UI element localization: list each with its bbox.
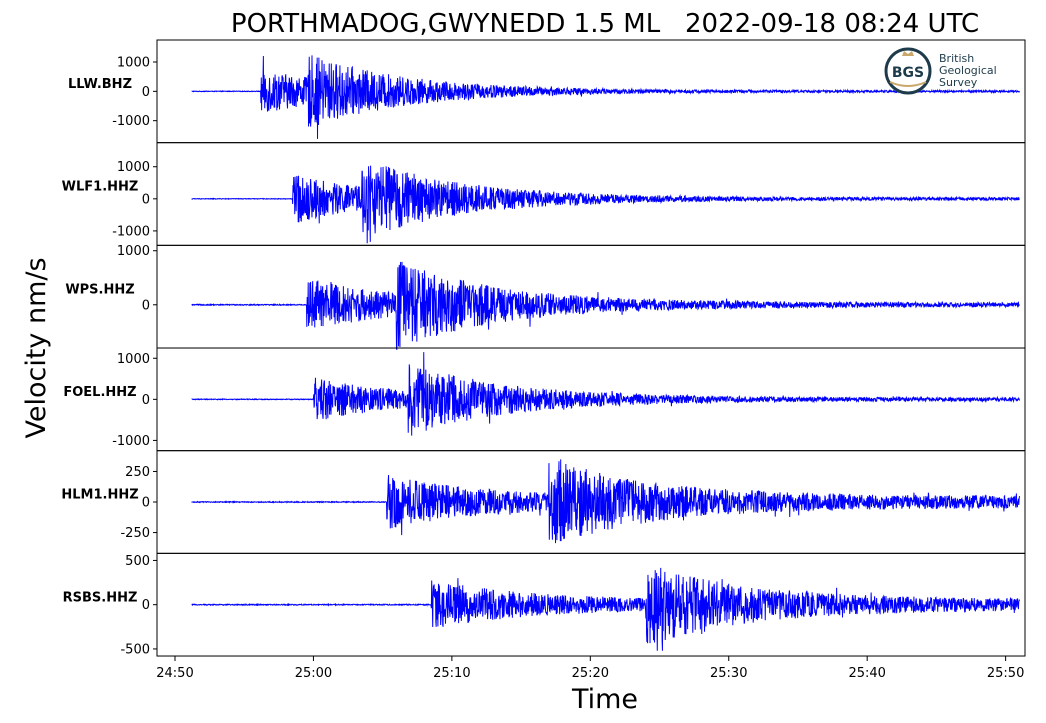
x-axis: 24:50 25:00 25:10 25:20 25:30 25:40 25:50 [156,656,1024,681]
y-tick-label: -1000 [112,434,150,449]
station-label: HLM1.HHZ [61,488,138,503]
y-tick-label: 0 [142,393,150,408]
station-label: RSBS.HHZ [63,590,138,605]
waveform-series [191,459,1020,544]
x-axis-label: Time [571,684,638,715]
logo-crown-icon [902,51,914,56]
panel-frame [156,244,1026,349]
logo-line-1: British [939,52,974,65]
y-tick-label: -1000 [112,114,150,129]
y-axis-label: Velocity nm/s [21,257,52,438]
logo-ring-icon [884,47,932,95]
panel-foel-hhz: 1000 0 -1000 FOEL.HHZ [63,347,1026,452]
y-tick-label: 500 [125,554,150,569]
waveform-series [191,165,1020,244]
waveform-series [191,567,1020,651]
panel-llw-bhz: 1000 0 -1000 LLW.BHZ [68,39,1026,144]
station-label: WLF1.HHZ [62,180,139,195]
panel-rsbs-hhz: 500 0 -500 RSBS.HHZ [63,552,1026,657]
station-label: LLW.BHZ [68,77,132,92]
x-tick-label: 25:00 [295,666,332,681]
chart-title: PORTHMADOG,GWYNEDD 1.5 ML 2022-09-18 08:… [231,9,979,39]
y-tick-label: 0 [142,298,150,313]
x-tick-label: 25:30 [710,666,747,681]
y-tick-label: 1000 [117,244,150,259]
x-tick-label: 25:40 [848,666,885,681]
x-tick-label: 25:20 [572,666,609,681]
y-tick-label: 1000 [117,160,150,175]
station-label: WPS.HHZ [65,282,134,297]
x-tick-label: 24:50 [156,666,193,681]
panel-frame [156,142,1026,246]
bgs-logo: BGS British Geological Survey [884,47,997,95]
waveform-series [191,352,1020,436]
y-tick-label: -250 [120,526,150,541]
panel-hlm1-hhz: 250 0 -250 HLM1.HHZ [61,450,1026,554]
panel-wps-hhz: 1000 0 WPS.HHZ [65,244,1026,350]
y-tick-label: 0 [142,85,150,100]
y-tick-label: 1000 [117,352,150,367]
y-tick-label: 1000 [117,56,150,71]
x-tick-label: 25:10 [433,666,470,681]
logo-line-3: Survey [939,76,978,89]
y-tick-label: 0 [142,598,150,613]
y-tick-label: -1000 [112,224,150,239]
waveform-series [191,55,1020,139]
x-tick-label: 25:50 [987,666,1024,681]
station-label: FOEL.HHZ [63,385,136,400]
logo-badge: BGS [892,65,924,81]
y-tick-label: 0 [142,496,150,511]
waveform-series [191,261,1020,350]
logo-line-2: Geological [939,64,997,77]
y-tick-label: 250 [125,465,150,480]
logo-wave-icon [889,81,927,87]
y-tick-label: -500 [120,642,150,657]
station-panels: 1000 0 -1000 LLW.BHZ 1000 0 -1000 WLF1.HHZ 1000 0… [61,39,1026,657]
panel-wlf1-hhz: 1000 0 -1000 WLF1.HHZ [62,142,1026,246]
y-tick-label: 0 [142,192,150,207]
